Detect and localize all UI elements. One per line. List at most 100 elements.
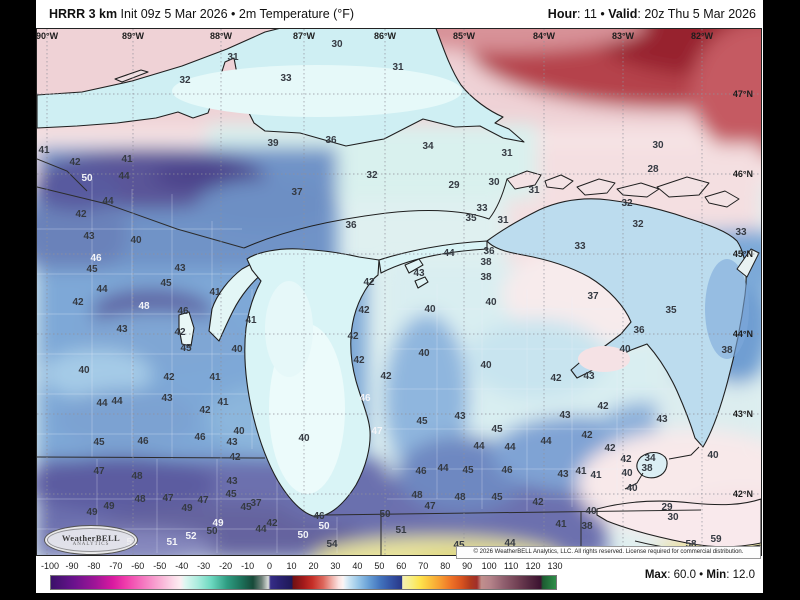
max-label: Max <box>644 569 668 581</box>
temp-label: 43 <box>454 411 466 422</box>
colorbar-tick: -70 <box>109 561 123 571</box>
temp-label: 30 <box>331 39 343 50</box>
temp-label: 47 <box>424 501 436 512</box>
latitude-label: 46°N <box>733 169 753 179</box>
temp-label: 44 <box>540 436 552 447</box>
temp-label: 44 <box>504 538 516 549</box>
temp-label: 42 <box>347 331 359 342</box>
temp-label: 35 <box>465 213 477 224</box>
temp-label: 44 <box>102 196 114 207</box>
isle-royale <box>114 69 149 83</box>
colorbar-tick: 130 <box>547 561 563 571</box>
weatherbell-logo: WeatherBELL ANALYTICS <box>44 525 138 555</box>
county-borders <box>37 179 697 553</box>
temp-label: 36 <box>483 246 495 257</box>
temp-label: 45 <box>416 416 428 427</box>
temp-label: 50 <box>379 509 391 520</box>
temp-label: 46 <box>415 466 427 477</box>
temp-label: 41 <box>245 315 257 326</box>
colorbar-tick: 60 <box>396 561 407 571</box>
temp-label: 47 <box>162 493 174 504</box>
logo-subtext: ANALYTICS <box>72 542 110 547</box>
temp-label: 28 <box>647 164 659 175</box>
temp-label: 59 <box>710 534 722 545</box>
temp-label: 34 <box>644 453 656 464</box>
temp-label: 30 <box>667 512 679 523</box>
colorbar <box>50 575 557 590</box>
colorbar-tick: 80 <box>440 561 451 571</box>
temp-label: 46 <box>177 306 189 317</box>
temp-label: 33 <box>476 203 488 214</box>
temp-label: 29 <box>448 180 460 191</box>
temp-label: 58 <box>685 539 697 550</box>
temp-label: 40 <box>485 297 497 308</box>
colorbar-tick: 70 <box>418 561 429 571</box>
latitude-label: 43°N <box>733 409 753 419</box>
temp-label: 45 <box>491 424 503 435</box>
temperature-field: 90°W 89°W 88°W 87°W 86°W 85°W 84°W 83°W 82°W 47°N… <box>37 29 761 555</box>
temp-label: 50 <box>318 521 330 532</box>
colorbar-tick: -100 <box>40 561 60 571</box>
temp-label: 42 <box>72 297 84 308</box>
latitude-label: 45°N <box>733 249 753 259</box>
longitude-label: 90°W <box>37 31 59 41</box>
colorbar-tick: 90 <box>462 561 473 571</box>
temp-label: 38 <box>721 345 733 356</box>
temp-label: 41 <box>38 145 50 156</box>
logo-text: WeatherBELL <box>61 533 121 543</box>
temp-label: 45 <box>453 540 465 551</box>
temp-label: 33 <box>735 227 747 238</box>
model-name: HRRR 3 km <box>49 7 118 21</box>
temp-label: 42 <box>597 401 609 412</box>
max-min-readout: Max: 60.0 • Min: 12.0 <box>645 569 755 581</box>
temp-label: 41 <box>555 519 567 530</box>
temp-label: 36 <box>325 135 337 146</box>
temp-label: 42 <box>163 372 175 383</box>
temp-label: 42 <box>581 430 593 441</box>
temp-label: 37 <box>250 498 262 509</box>
lake-winnebago <box>178 311 195 347</box>
temp-label: 52 <box>185 531 197 542</box>
temp-label: 42 <box>199 405 211 416</box>
latitude-label: 42°N <box>733 489 753 499</box>
temp-label: 40 <box>298 433 310 444</box>
temp-label: 41 <box>575 466 587 477</box>
temp-label: 36 <box>345 220 357 231</box>
temp-label: 32 <box>632 219 644 230</box>
colorbar-tick: 30 <box>330 561 341 571</box>
temp-label: 47 <box>371 426 383 437</box>
temp-label: 42 <box>604 443 616 454</box>
valid-label: Valid <box>608 7 638 21</box>
colorbar-tick: 110 <box>503 561 519 571</box>
hour-label: Hour <box>547 7 577 21</box>
temp-label: 50 <box>206 526 218 537</box>
min-label: Min <box>706 569 727 581</box>
header: HRRR 3 km Init 09z 5 Mar 2026 • 2m Tempe… <box>36 0 763 28</box>
temp-label: 41 <box>209 287 221 298</box>
init-text: Init 09z 5 Mar 2026 • 2m Temperature (°F… <box>117 7 355 21</box>
temp-label: 42 <box>266 518 278 529</box>
temp-label: 34 <box>422 141 434 152</box>
temp-label: 38 <box>480 272 492 283</box>
temp-label: 41 <box>217 397 229 408</box>
longitude-label: 89°W <box>122 31 145 41</box>
temp-label: 41 <box>121 154 133 165</box>
temp-label: 38 <box>641 463 653 474</box>
temp-label: 40 <box>233 426 245 437</box>
colorbar-tick: 0 <box>267 561 273 571</box>
colorbar-tick: 20 <box>308 561 319 571</box>
graticule <box>37 29 761 555</box>
north-channel-islands <box>506 170 760 278</box>
inland-lake <box>414 276 429 289</box>
temp-label: 40 <box>78 365 90 376</box>
map-canvas[interactable]: 90°W 89°W 88°W 87°W 86°W 85°W 84°W 83°W 82°W 47°N… <box>36 28 762 559</box>
colorbar-tick: -40 <box>175 561 189 571</box>
temp-label: 44 <box>96 398 108 409</box>
lake-highlights <box>172 65 749 494</box>
colorbar-tick: -80 <box>87 561 101 571</box>
temp-label: 42 <box>358 305 370 316</box>
temp-label: 35 <box>665 305 677 316</box>
temp-label: 43 <box>116 324 128 335</box>
temp-label: 46 <box>194 432 206 443</box>
temp-label: 49 <box>103 501 115 512</box>
